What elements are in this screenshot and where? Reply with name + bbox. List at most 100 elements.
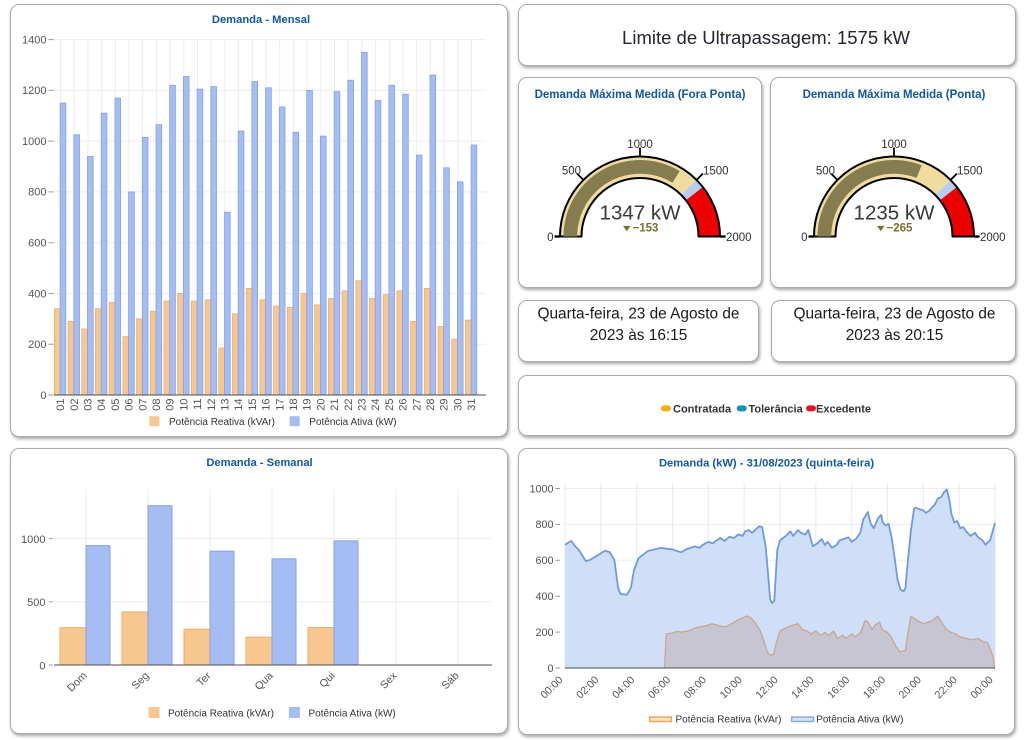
svg-text:200: 200 (535, 627, 553, 639)
svg-text:500: 500 (562, 166, 581, 178)
svg-text:Potência Reativa (kVAr): Potência Reativa (kVAr) (676, 715, 782, 726)
svg-text:20: 20 (315, 399, 327, 411)
svg-text:22: 22 (343, 399, 355, 411)
svg-text:14:00: 14:00 (789, 674, 816, 701)
svg-text:11: 11 (192, 399, 204, 410)
svg-text:400: 400 (28, 288, 46, 300)
svg-text:10:00: 10:00 (718, 674, 745, 701)
svg-text:31: 31 (466, 399, 478, 411)
svg-text:Potência Reativa (kVAr): Potência Reativa (kVAr) (168, 709, 274, 720)
svg-text:600: 600 (28, 238, 46, 250)
svg-text:Demanda - Mensal: Demanda - Mensal (212, 14, 310, 26)
svg-text:15: 15 (247, 399, 259, 411)
svg-text:29: 29 (439, 399, 451, 411)
svg-text:01: 01 (55, 399, 67, 411)
svg-text:Excedente: Excedente (816, 403, 871, 415)
svg-text:03: 03 (83, 399, 95, 411)
svg-text:Quarta-feira, 23 de Agosto de: Quarta-feira, 23 de Agosto de (538, 306, 740, 323)
svg-text:23: 23 (357, 399, 369, 411)
svg-text:1400: 1400 (22, 34, 46, 46)
svg-text:1235 kW: 1235 kW (854, 202, 936, 225)
svg-text:26: 26 (398, 399, 410, 411)
svg-text:200: 200 (28, 339, 46, 351)
svg-text:Quarta-feira, 23 de Agosto de: Quarta-feira, 23 de Agosto de (794, 306, 996, 323)
svg-text:500: 500 (816, 166, 835, 178)
svg-text:02: 02 (69, 399, 81, 411)
svg-text:18:00: 18:00 (861, 674, 888, 701)
svg-text:22:00: 22:00 (933, 674, 960, 701)
svg-text:−265: −265 (887, 223, 914, 235)
svg-text:08: 08 (151, 399, 163, 411)
svg-text:Dom: Dom (65, 670, 90, 695)
svg-text:Seg: Seg (130, 670, 152, 692)
svg-text:Potência Ativa (kW): Potência Ativa (kW) (309, 709, 396, 720)
svg-text:Sex: Sex (378, 670, 400, 692)
svg-text:17: 17 (274, 399, 286, 411)
svg-text:1200: 1200 (22, 85, 46, 97)
svg-text:600: 600 (535, 555, 553, 567)
svg-text:Qui: Qui (317, 670, 337, 690)
svg-text:21: 21 (329, 399, 341, 411)
svg-text:00:00: 00:00 (968, 674, 995, 701)
svg-text:Ter: Ter (195, 670, 214, 689)
svg-text:800: 800 (535, 519, 553, 531)
svg-text:Tolerância: Tolerância (749, 403, 804, 415)
svg-text:12: 12 (206, 399, 218, 411)
svg-text:Qua: Qua (253, 670, 276, 693)
svg-text:Potência Ativa (kW): Potência Ativa (kW) (816, 715, 903, 726)
svg-text:Potência Reativa (kVAr): Potência Reativa (kVAr) (169, 417, 275, 428)
svg-text:Limite de Ultrapassagem: 1575: Limite de Ultrapassagem: 1575 kW (622, 27, 910, 48)
svg-text:1000: 1000 (22, 136, 46, 148)
svg-text:1500: 1500 (957, 166, 983, 178)
svg-text:Demanda Máxima Medida (Fora Po: Demanda Máxima Medida (Fora Ponta) (535, 89, 746, 101)
svg-text:1000: 1000 (21, 534, 45, 546)
svg-text:06:00: 06:00 (646, 674, 673, 701)
svg-text:06: 06 (124, 399, 136, 411)
svg-text:400: 400 (535, 591, 553, 603)
svg-text:28: 28 (425, 399, 437, 411)
svg-text:20:00: 20:00 (897, 674, 924, 701)
svg-text:02:00: 02:00 (574, 674, 601, 701)
svg-text:2023 às 16:15: 2023 às 16:15 (590, 327, 688, 344)
svg-text:Demanda Máxima Medida (Ponta): Demanda Máxima Medida (Ponta) (803, 89, 986, 101)
svg-text:0: 0 (801, 232, 807, 244)
svg-text:1500: 1500 (703, 166, 729, 178)
svg-text:2000: 2000 (980, 232, 1006, 244)
svg-text:08:00: 08:00 (682, 674, 709, 701)
svg-text:Demanda - Semanal: Demanda - Semanal (206, 457, 312, 469)
svg-text:04: 04 (96, 399, 108, 411)
svg-text:0: 0 (40, 390, 46, 402)
svg-text:0: 0 (547, 232, 553, 244)
svg-text:10: 10 (178, 399, 190, 411)
svg-text:07: 07 (137, 399, 149, 411)
svg-text:05: 05 (110, 399, 122, 411)
svg-text:Contratada: Contratada (673, 403, 732, 415)
svg-text:2000: 2000 (726, 232, 752, 244)
svg-text:1347 kW: 1347 kW (600, 202, 682, 225)
svg-text:Potência Ativa (kW): Potência Ativa (kW) (309, 417, 396, 428)
svg-text:25: 25 (384, 399, 396, 411)
svg-text:800: 800 (28, 187, 46, 199)
svg-text:0: 0 (547, 663, 553, 675)
svg-text:2023 às 20:15: 2023 às 20:15 (846, 327, 944, 344)
svg-text:1000: 1000 (627, 139, 653, 151)
svg-text:500: 500 (27, 597, 45, 609)
svg-text:16: 16 (261, 399, 273, 411)
svg-text:1000: 1000 (529, 483, 553, 495)
svg-text:27: 27 (411, 399, 423, 411)
svg-text:00:00: 00:00 (538, 674, 565, 701)
svg-text:1000: 1000 (881, 139, 907, 151)
svg-text:19: 19 (302, 399, 314, 411)
svg-text:04:00: 04:00 (610, 674, 637, 701)
svg-text:24: 24 (370, 399, 382, 411)
svg-text:−153: −153 (633, 223, 659, 235)
svg-text:09: 09 (165, 399, 177, 411)
svg-text:30: 30 (452, 399, 464, 411)
svg-text:Demanda (kW) - 31/08/2023 (qui: Demanda (kW) - 31/08/2023 (quinta-feira) (659, 458, 874, 470)
svg-text:13: 13 (220, 399, 232, 411)
svg-text:14: 14 (233, 399, 245, 411)
svg-text:16:00: 16:00 (825, 674, 852, 701)
svg-text:0: 0 (39, 660, 45, 672)
svg-text:Sáb: Sáb (440, 670, 462, 692)
svg-text:18: 18 (288, 399, 300, 411)
